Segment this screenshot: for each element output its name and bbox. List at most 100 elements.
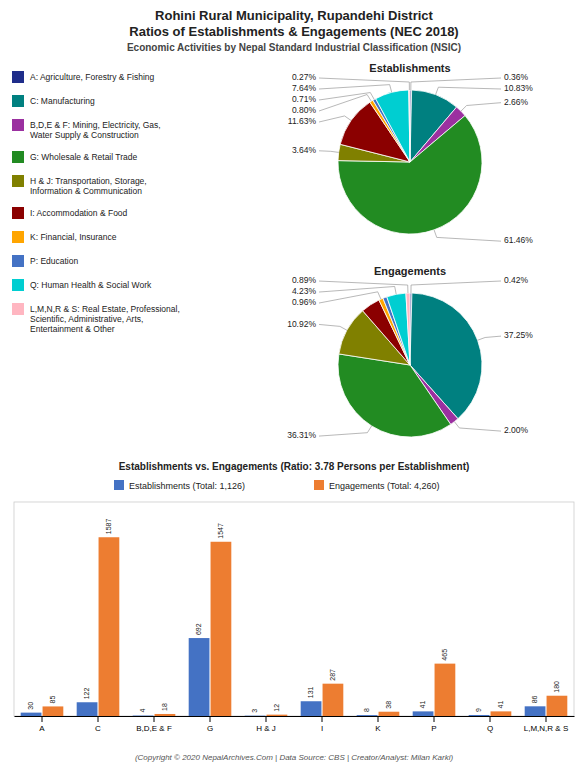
tick: G [207, 716, 213, 733]
legend-item: I: Accommodation & Food [12, 207, 128, 219]
figure: Rohini Rural Municipality, Rupandehi Dis… [0, 0, 588, 768]
legend: Establishments (Total: 1,126) Engagements… [114, 480, 440, 491]
tick-mark [322, 716, 323, 722]
data-label: 61.46% [504, 235, 533, 245]
bar [547, 696, 568, 716]
legend-label: L,M,N,R & S: Real Estate, Professional,S… [30, 304, 180, 334]
leader-line [411, 78, 501, 90]
slice [387, 293, 410, 365]
text-line: K: Financial, Insurance [30, 232, 117, 242]
tick-label: G [207, 724, 213, 733]
data-label: 0.71% [292, 94, 317, 104]
text-line: Ratios of Establishments & Engagements (… [129, 24, 458, 39]
leader-line [319, 85, 392, 93]
legend-swatch [12, 279, 24, 291]
bars [21, 537, 568, 716]
leader-line [319, 93, 374, 100]
data-label: 41 [419, 700, 426, 708]
legend-swatch [12, 71, 24, 83]
bar-chart: Establishments vs. Engagements (Ratio: 3… [14, 461, 575, 733]
legend-swatch [12, 95, 24, 107]
data-label: 692 [195, 623, 202, 635]
pie-title: Establishments [369, 62, 450, 74]
legend-swatch [12, 303, 24, 315]
legend-item: K: Financial, Insurance [12, 231, 117, 243]
legend-label: K: Financial, Insurance [30, 232, 117, 242]
tick-mark [434, 716, 435, 722]
data-label: 180 [553, 681, 560, 693]
bar [133, 715, 154, 716]
data-label: 4.23% [292, 286, 317, 296]
pie-title: Engagements [374, 265, 446, 277]
tick-mark [266, 716, 267, 722]
bar [245, 715, 266, 716]
leader-line [434, 230, 501, 241]
bar [379, 712, 400, 716]
tick: H & J [256, 716, 276, 733]
data-label: 18 [161, 703, 168, 711]
leader-line [319, 95, 371, 111]
legend-swatch [12, 151, 24, 163]
bar [491, 711, 512, 716]
leader-line [411, 281, 501, 293]
data-label: 36.31% [287, 430, 316, 440]
tick: I [321, 716, 323, 733]
data-label: 30 [27, 702, 34, 710]
legend-label: I: Accommodation & Food [30, 208, 128, 218]
data-label: 3.64% [292, 145, 317, 155]
data-label: 0.96% [292, 297, 317, 307]
data-label: 131 [307, 686, 314, 698]
legend-label: P: Education [30, 256, 78, 266]
data-label: 465 [441, 649, 448, 661]
bar [323, 684, 344, 716]
pie: Establishments0.36%10.83%2.66%61.46%0.27… [288, 62, 533, 245]
legend-item: Engagements (Total: 4,260) [314, 480, 440, 491]
bar [267, 715, 288, 716]
leader-line [319, 286, 396, 294]
slice [406, 293, 410, 365]
leader-line [319, 151, 339, 153]
footer: (Copyright © 2020 NepalArchives.Com | Da… [135, 753, 454, 762]
bar [357, 715, 378, 716]
data-label: 2.66% [504, 97, 529, 107]
tick: P [431, 716, 436, 733]
bar [435, 664, 456, 716]
tick-mark [154, 716, 155, 722]
bar [43, 706, 64, 716]
bar [301, 701, 322, 716]
text-line: A: Agriculture, Forestry & Fishing [30, 72, 155, 82]
data-label: 41 [497, 700, 504, 708]
tick-label: K [375, 724, 381, 733]
leader-line [319, 324, 347, 330]
tick: C [95, 716, 101, 733]
legend-label: A: Agriculture, Forestry & Fishing [30, 72, 155, 82]
tick-mark [42, 716, 43, 722]
text-line: Q: Human Health & Social Work [30, 280, 152, 290]
data-label: 38 [385, 701, 392, 709]
legend: A: Agriculture, Forestry & FishingC: Man… [12, 71, 180, 334]
legend-item: Establishments (Total: 1,126) [114, 480, 245, 491]
data-label: 10.92% [287, 319, 316, 329]
slices [338, 90, 482, 234]
tick-mark [490, 716, 491, 722]
bar [21, 713, 42, 716]
data-label: 1547 [217, 523, 224, 539]
tick-label: A [39, 724, 45, 733]
leader-line [319, 426, 372, 436]
bar [211, 542, 232, 716]
legend-label: B,D,E & F: Mining, Electricity, Gas,Wate… [30, 120, 161, 140]
legend-label: Establishments (Total: 1,126) [129, 481, 245, 491]
text-line: Water Supply & Construction [30, 130, 139, 140]
title: Rohini Rural Municipality, Rupandehi Dis… [129, 8, 458, 39]
leader-line [319, 292, 381, 303]
data-label: 9 [475, 708, 482, 712]
legend-label: Q: Human Health & Social Work [30, 280, 152, 290]
bar [155, 714, 176, 716]
legend-item: A: Agriculture, Forestry & Fishing [12, 71, 155, 83]
data-label: 37.25% [504, 330, 533, 340]
text-line: I: Accommodation & Food [30, 208, 128, 218]
data-labels: 0.36%10.83%2.66%61.46%0.27%7.64%0.71%0.8… [288, 72, 533, 245]
data-label: 12 [273, 704, 280, 712]
tick-label: Q [487, 724, 493, 733]
slices [338, 293, 482, 437]
